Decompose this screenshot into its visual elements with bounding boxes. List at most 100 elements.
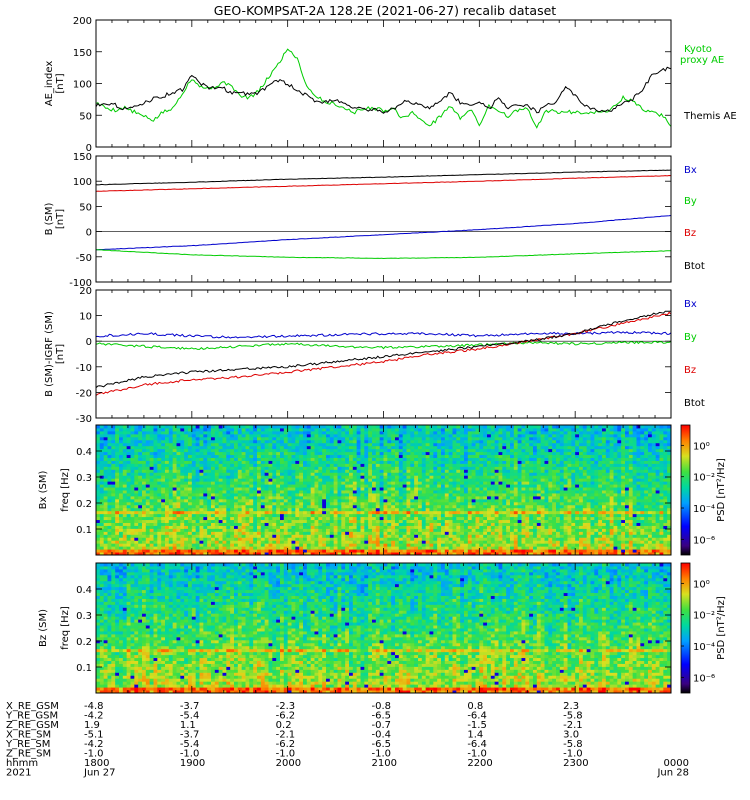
heatmap-cell bbox=[494, 501, 499, 506]
heatmap-cell bbox=[333, 472, 338, 476]
heatmap-cell bbox=[375, 552, 381, 556]
heatmap-cell bbox=[456, 472, 461, 476]
heatmap-cell bbox=[303, 425, 308, 429]
heatmap-cell bbox=[111, 457, 116, 461]
heatmap-cell bbox=[249, 427, 254, 432]
heatmap-cell bbox=[222, 445, 227, 450]
heatmap-cell bbox=[268, 546, 273, 550]
heatmap-cell bbox=[383, 492, 388, 497]
heatmap-cell bbox=[479, 522, 484, 526]
heatmap-cell bbox=[398, 498, 404, 503]
heatmap-cell bbox=[452, 490, 457, 494]
heatmap-cell bbox=[421, 463, 427, 467]
heatmap-cell bbox=[115, 490, 120, 494]
heatmap-cell bbox=[345, 522, 350, 526]
heatmap-cell bbox=[487, 454, 492, 458]
heatmap-cell bbox=[364, 445, 369, 450]
heatmap-cell bbox=[326, 427, 331, 432]
heatmap-cell bbox=[467, 546, 473, 550]
heatmap-cell bbox=[460, 510, 465, 515]
heatmap-cell bbox=[421, 436, 427, 441]
heatmap-cell bbox=[303, 457, 308, 461]
heatmap-cell bbox=[249, 445, 254, 450]
heatmap-cell bbox=[349, 469, 354, 473]
heatmap-cell bbox=[372, 445, 377, 450]
heatmap-cell bbox=[180, 501, 185, 506]
y-tick-label: 0 bbox=[86, 143, 92, 154]
heatmap-cell bbox=[383, 501, 388, 506]
heatmap-cell bbox=[406, 487, 411, 491]
heatmap-cell bbox=[306, 525, 312, 529]
heatmap-cell bbox=[391, 549, 396, 553]
heatmap-cell bbox=[333, 433, 338, 438]
heatmap-cell bbox=[372, 501, 377, 506]
heatmap-cell bbox=[387, 451, 392, 456]
heatmap-cell bbox=[172, 501, 177, 506]
heatmap-cell bbox=[360, 549, 365, 553]
heatmap-cell bbox=[168, 537, 174, 541]
heatmap-cell bbox=[142, 528, 147, 532]
heatmap-cell bbox=[245, 484, 250, 488]
heatmap-cell bbox=[398, 540, 404, 544]
heatmap-cell bbox=[303, 487, 308, 491]
heatmap-cell bbox=[184, 507, 189, 512]
heatmap-cell bbox=[207, 481, 212, 485]
heatmap-cell bbox=[111, 495, 116, 500]
heatmap-cell bbox=[188, 445, 193, 450]
heatmap-cell bbox=[421, 445, 427, 450]
heatmap-cell bbox=[310, 525, 315, 529]
heatmap-cell bbox=[253, 451, 258, 456]
heatmap-cell bbox=[195, 425, 200, 429]
heatmap-cell bbox=[299, 522, 304, 526]
heatmap-cell bbox=[429, 525, 434, 529]
heatmap-cell bbox=[441, 490, 446, 494]
heatmap-cell bbox=[99, 484, 105, 488]
heatmap-cell bbox=[264, 484, 269, 488]
heatmap-cell bbox=[122, 504, 128, 509]
heatmap-cell bbox=[241, 425, 246, 429]
heatmap-cell bbox=[318, 436, 323, 441]
heatmap-cell bbox=[314, 469, 319, 473]
heatmap-cell bbox=[421, 552, 427, 556]
heatmap-cell bbox=[352, 460, 358, 464]
heatmap-cell bbox=[138, 546, 143, 550]
heatmap-cell bbox=[161, 457, 166, 461]
heatmap-cell bbox=[287, 451, 292, 456]
heatmap-cell bbox=[234, 448, 239, 453]
heatmap-cell bbox=[352, 487, 358, 491]
heatmap-cell bbox=[191, 552, 197, 556]
heatmap-cell bbox=[306, 543, 312, 547]
heatmap-cell bbox=[161, 546, 166, 550]
heatmap-cell bbox=[398, 466, 404, 470]
heatmap-cell bbox=[157, 525, 162, 529]
heatmap-cell bbox=[145, 549, 151, 553]
heatmap-cell bbox=[245, 504, 250, 509]
heatmap-cell bbox=[153, 481, 158, 485]
heatmap-cell bbox=[395, 543, 400, 547]
bdiff-yunit: [nT] bbox=[55, 344, 66, 364]
heatmap-cell bbox=[383, 433, 388, 438]
heatmap-cell bbox=[421, 510, 427, 515]
heatmap-cell bbox=[398, 549, 404, 553]
heatmap-cell bbox=[418, 510, 423, 515]
heatmap-cell bbox=[398, 442, 404, 447]
heatmap-cell bbox=[253, 543, 258, 547]
heatmap-cell bbox=[138, 478, 143, 482]
heatmap-cell bbox=[322, 540, 327, 544]
heatmap-cell bbox=[433, 528, 438, 532]
heatmap-cell bbox=[414, 466, 419, 470]
heatmap-cell bbox=[421, 469, 427, 473]
heatmap-cell bbox=[161, 507, 166, 512]
heatmap-cell bbox=[444, 498, 450, 503]
heatmap-cell bbox=[149, 531, 154, 535]
heatmap-cell bbox=[172, 504, 177, 509]
heatmap-cell bbox=[107, 481, 112, 485]
heatmap-cell bbox=[303, 522, 308, 526]
heatmap-cell bbox=[111, 543, 116, 547]
heatmap-cell bbox=[149, 498, 154, 503]
heatmap-cell bbox=[130, 531, 135, 535]
heatmap-cell bbox=[99, 478, 105, 482]
heatmap-cell bbox=[372, 487, 377, 491]
heatmap-cell bbox=[260, 451, 266, 456]
heatmap-cell bbox=[276, 543, 281, 547]
